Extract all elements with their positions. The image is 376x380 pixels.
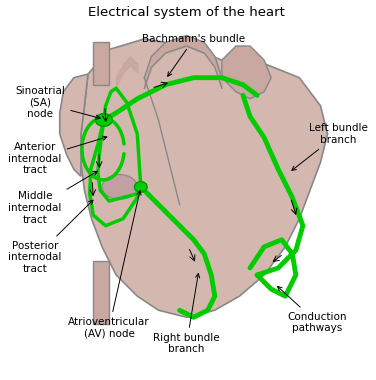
- Text: Left bundle
branch: Left bundle branch: [292, 123, 368, 170]
- Text: Conduction
pathways: Conduction pathways: [277, 287, 347, 333]
- Ellipse shape: [96, 114, 112, 126]
- Polygon shape: [60, 74, 88, 176]
- Text: Sinoatrial
(SA)
node: Sinoatrial (SA) node: [15, 86, 100, 119]
- Polygon shape: [222, 46, 271, 99]
- Ellipse shape: [102, 174, 137, 199]
- Text: Right bundle
branch: Right bundle branch: [153, 274, 220, 355]
- Text: Atrioventricular
(AV) node: Atrioventricular (AV) node: [68, 191, 150, 339]
- Text: Posterior
internodal
tract: Posterior internodal tract: [8, 200, 93, 274]
- Text: Bachmann's bundle: Bachmann's bundle: [142, 34, 245, 76]
- Polygon shape: [81, 39, 327, 317]
- Title: Electrical system of the heart: Electrical system of the heart: [88, 6, 285, 19]
- Text: Anterior
internodal
tract: Anterior internodal tract: [8, 136, 107, 175]
- Bar: [93, 261, 109, 324]
- Text: Middle
internodal
tract: Middle internodal tract: [8, 171, 97, 225]
- Bar: [93, 43, 109, 85]
- Ellipse shape: [135, 182, 147, 192]
